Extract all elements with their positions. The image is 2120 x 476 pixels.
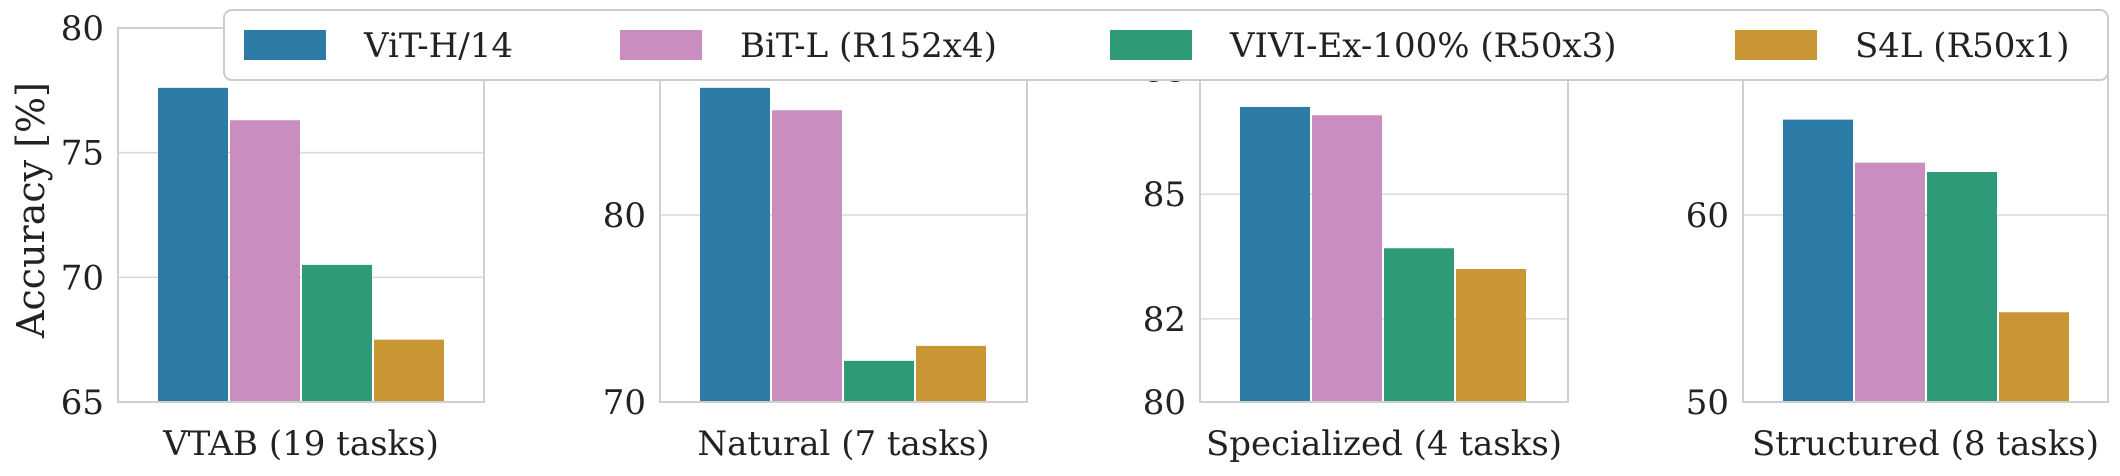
- legend-swatch-3: [1735, 30, 1817, 60]
- x-axis-label-1: Natural (7 tasks): [697, 424, 989, 464]
- bar-1-1: [772, 110, 842, 402]
- y-tick-label-2-1: 82: [1143, 300, 1186, 340]
- bar-1-3: [916, 345, 986, 402]
- y-tick-label-0-1: 70: [61, 258, 104, 298]
- legend-swatch-2: [1110, 30, 1192, 60]
- bar-2-3: [1456, 269, 1526, 402]
- x-axis-label-2: Specialized (4 tasks): [1206, 424, 1562, 464]
- y-tick-label-0-0: 65: [61, 383, 104, 423]
- bar-3-2: [1927, 171, 1997, 402]
- legend-swatch-0: [244, 30, 326, 60]
- bar-0-3: [374, 339, 444, 402]
- x-axis-label-3: Structured (8 tasks): [1752, 424, 2099, 464]
- bar-0-2: [302, 264, 372, 402]
- bar-0-1: [230, 120, 300, 403]
- y-tick-label-1-0: 70: [603, 383, 646, 423]
- y-tick-label-3-1: 60: [1686, 196, 1729, 236]
- y-tick-label-1-1: 80: [603, 196, 646, 236]
- bar-2-0: [1240, 106, 1310, 402]
- bar-1-2: [844, 360, 914, 402]
- y-tick-label-2-2: 85: [1143, 175, 1186, 215]
- x-axis-label-0: VTAB (19 tasks): [162, 424, 439, 464]
- y-tick-label-3-0: 50: [1686, 383, 1729, 423]
- y-tick-label-0-3: 80: [61, 9, 104, 49]
- legend-swatch-1: [620, 30, 702, 60]
- y-axis-label: Accuracy [%]: [9, 82, 53, 339]
- y-tick-label-2-0: 80: [1143, 383, 1186, 423]
- legend-label-2: VIVI-Ex-100% (R50x3): [1229, 26, 1617, 66]
- bar-2-1: [1312, 115, 1382, 403]
- legend-label-1: BiT-L (R152x4): [740, 26, 997, 66]
- bar-2-2: [1384, 248, 1454, 402]
- y-tick-label-0-2: 75: [61, 134, 104, 174]
- bar-1-0: [700, 87, 770, 402]
- bar-3-1: [1855, 162, 1925, 402]
- legend-label-3: S4L (R50x1): [1855, 26, 2070, 66]
- bar-3-3: [1999, 312, 2069, 402]
- bar-0-0: [158, 87, 228, 402]
- bar-3-0: [1783, 119, 1853, 402]
- legend-label-0: ViT-H/14: [363, 26, 513, 66]
